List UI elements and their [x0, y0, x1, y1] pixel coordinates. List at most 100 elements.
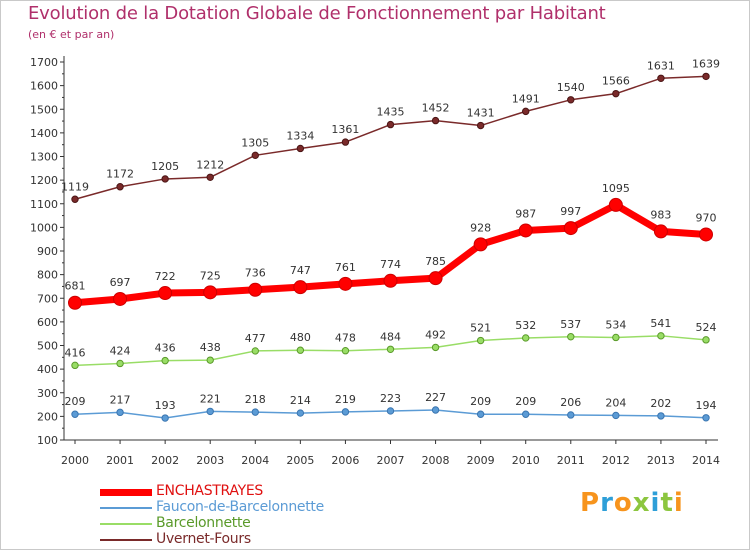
data-point: [612, 89, 620, 98]
x-tick-label: 2011: [557, 454, 585, 467]
data-point: [567, 411, 575, 419]
logo-letter: i: [673, 488, 684, 518]
data-label: 227: [425, 391, 446, 404]
data-point: [567, 96, 575, 104]
data-label: 438: [200, 341, 221, 354]
data-label: 1566: [602, 75, 630, 88]
data-point: [386, 120, 395, 129]
y-tick-label: 400: [37, 363, 58, 376]
data-label: 541: [650, 317, 671, 330]
data-label: 1540: [557, 81, 585, 94]
data-label: 1431: [467, 107, 495, 120]
data-point: [116, 183, 124, 191]
data-point: [383, 273, 398, 288]
data-label: 1639: [692, 57, 720, 70]
y-tick-label: 1400: [30, 127, 58, 140]
data-point: [473, 237, 488, 252]
data-label: 209: [515, 395, 536, 408]
series-line: [74, 75, 707, 200]
data-label: 424: [110, 344, 131, 357]
data-label: 219: [335, 393, 356, 406]
y-tick-label: 200: [37, 410, 58, 423]
logo-letter: x: [632, 488, 651, 518]
data-label: 1212: [196, 158, 224, 171]
x-tick-label: 2002: [151, 454, 179, 467]
logo-letter: o: [613, 488, 633, 518]
data-point: [657, 74, 665, 83]
logo-letter: P: [580, 488, 601, 518]
data-point: [341, 408, 350, 416]
x-tick-label: 2003: [196, 454, 224, 467]
data-label: 736: [245, 267, 266, 280]
data-label: 1361: [331, 123, 359, 136]
data-point: [702, 72, 710, 81]
data-label: 970: [696, 211, 717, 224]
x-tick-label: 2012: [602, 454, 630, 467]
y-tick-label: 1000: [30, 221, 58, 234]
data-label: 697: [110, 276, 131, 289]
data-label: 204: [605, 396, 626, 409]
y-tick-label: 1300: [30, 151, 58, 164]
y-tick-label: 1200: [30, 174, 58, 187]
data-label: 785: [425, 255, 446, 268]
data-point: [522, 410, 530, 418]
x-tick-label: 2013: [647, 454, 675, 467]
data-point: [161, 175, 169, 183]
data-point: [71, 410, 79, 418]
y-tick-label: 1500: [30, 103, 58, 116]
y-tick-label: 100: [37, 434, 58, 447]
data-point: [476, 336, 485, 345]
data-point: [251, 151, 259, 160]
data-label: 521: [470, 322, 491, 335]
data-label: 524: [696, 321, 717, 334]
data-label: 478: [335, 332, 356, 345]
data-point: [657, 332, 665, 340]
y-tick-label: 500: [37, 340, 58, 353]
data-label: 1452: [422, 102, 450, 115]
data-point: [341, 346, 350, 355]
x-tick-label: 2004: [241, 454, 269, 467]
data-label: 725: [200, 269, 221, 282]
data-label: 1119: [61, 180, 89, 193]
data-point: [702, 336, 710, 344]
data-point: [657, 412, 665, 420]
data-point: [518, 223, 533, 238]
logo-letter: i: [650, 488, 661, 518]
data-point: [612, 333, 620, 342]
data-label: 223: [380, 392, 401, 405]
data-point: [608, 197, 623, 212]
data-label: 1435: [377, 106, 405, 119]
y-tick-label: 900: [37, 245, 58, 258]
data-label: 983: [650, 208, 671, 221]
data-point: [251, 408, 259, 416]
data-label: 1205: [151, 160, 179, 173]
chart-subtitle: (en € et par an): [28, 28, 115, 41]
data-label: 480: [290, 331, 311, 344]
data-point: [113, 291, 128, 306]
data-point: [71, 195, 79, 203]
data-label: 221: [200, 392, 221, 405]
data-point: [248, 282, 263, 297]
data-point: [206, 407, 214, 416]
data-point: [296, 409, 305, 417]
data-label: 202: [650, 397, 671, 410]
data-point: [251, 347, 259, 355]
y-tick-label: 1100: [30, 198, 58, 211]
legend-label: Barcelonnette: [156, 515, 251, 531]
legend-swatch: [100, 488, 152, 496]
data-point: [71, 361, 79, 370]
data-label: 681: [65, 280, 86, 293]
legend-swatch: [100, 523, 152, 525]
data-label: 537: [560, 318, 581, 331]
y-tick-label: 800: [37, 269, 58, 282]
data-point: [206, 356, 214, 364]
x-tick-label: 2007: [377, 454, 405, 467]
data-point: [116, 359, 124, 368]
data-point: [476, 121, 485, 130]
data-label: 928: [470, 221, 491, 234]
legend-label: Faucon-de-Barcelonnette: [156, 499, 324, 515]
data-point: [203, 285, 218, 300]
data-label: 416: [65, 346, 86, 359]
x-tick-label: 2000: [61, 454, 89, 467]
